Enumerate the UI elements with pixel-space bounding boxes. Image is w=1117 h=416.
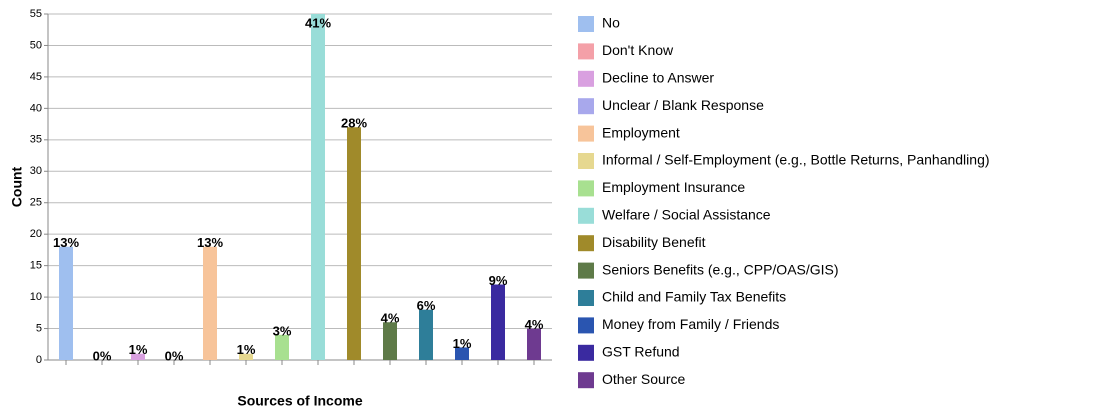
value-label: 13% <box>197 235 223 250</box>
value-label: 6% <box>417 298 436 313</box>
value-label: 1% <box>453 336 472 351</box>
legend-label: No <box>602 15 620 31</box>
bar <box>455 347 469 360</box>
bar <box>419 309 433 360</box>
legend-label: Employment Insurance <box>602 179 745 195</box>
legend-label: Child and Family Tax Benefits <box>602 289 786 305</box>
value-label: 28% <box>341 116 367 131</box>
legend-swatch <box>578 344 594 361</box>
y-axis-title: Count <box>9 166 25 207</box>
bar <box>59 246 73 360</box>
bar <box>383 322 397 360</box>
bar <box>203 246 217 360</box>
legend-swatch <box>578 180 594 197</box>
bar <box>239 353 253 360</box>
y-tick-label: 5 <box>36 322 42 334</box>
legend-label: Disability Benefit <box>602 234 706 250</box>
legend-swatch <box>578 207 594 224</box>
legend-swatch <box>578 125 594 142</box>
y-tick-label: 10 <box>30 291 42 303</box>
legend-label: Decline to Answer <box>602 70 714 86</box>
value-label: 13% <box>53 235 79 250</box>
y-tick-label: 50 <box>30 39 42 51</box>
legend-label: Other Source <box>602 371 685 387</box>
legend-swatch <box>578 98 594 115</box>
y-tick-label: 15 <box>30 260 42 272</box>
legend-swatch <box>578 43 594 60</box>
legend-swatch <box>578 70 594 87</box>
legend-swatch <box>578 16 594 32</box>
value-label: 4% <box>525 317 544 332</box>
legend-label: Unclear / Blank Response <box>602 97 764 113</box>
value-label: 9% <box>489 273 508 288</box>
bar <box>311 14 325 360</box>
legend-swatch <box>578 153 594 169</box>
y-tick-label: 20 <box>30 228 42 240</box>
value-label: 3% <box>273 323 292 338</box>
value-label: 1% <box>129 342 148 357</box>
value-label: 0% <box>93 348 112 363</box>
legend-label: Employment <box>602 124 680 140</box>
legend-swatch <box>578 372 594 389</box>
legend-swatch <box>578 235 594 252</box>
bar <box>347 127 361 361</box>
legend-label: Money from Family / Friends <box>602 316 779 332</box>
y-tick-label: 30 <box>30 165 42 177</box>
legend-swatch <box>578 317 594 334</box>
bar <box>527 328 541 360</box>
value-label: 0% <box>165 348 184 363</box>
y-tick-label: 45 <box>30 71 42 83</box>
y-tick-label: 0 <box>36 354 42 366</box>
y-tick-label: 40 <box>30 102 42 114</box>
x-axis-title: Sources of Income <box>237 393 362 409</box>
legend-swatch <box>578 290 594 306</box>
legend-label: Welfare / Social Assistance <box>602 207 771 223</box>
legend-label: Informal / Self-Employment (e.g., Bottle… <box>602 152 990 168</box>
legend-label: Don't Know <box>602 42 674 58</box>
bar <box>491 284 505 360</box>
y-tick-label: 25 <box>30 197 42 209</box>
legend-label: GST Refund <box>602 344 680 360</box>
bar <box>275 334 289 360</box>
y-tick-label: 55 <box>30 8 42 20</box>
value-label: 4% <box>381 311 400 326</box>
value-label: 1% <box>237 342 256 357</box>
y-tick-label: 35 <box>30 134 42 146</box>
legend-swatch <box>578 262 594 279</box>
bar <box>131 353 145 360</box>
value-label: 41% <box>305 15 331 30</box>
legend-label: Seniors Benefits (e.g., CPP/OAS/GIS) <box>602 261 839 277</box>
